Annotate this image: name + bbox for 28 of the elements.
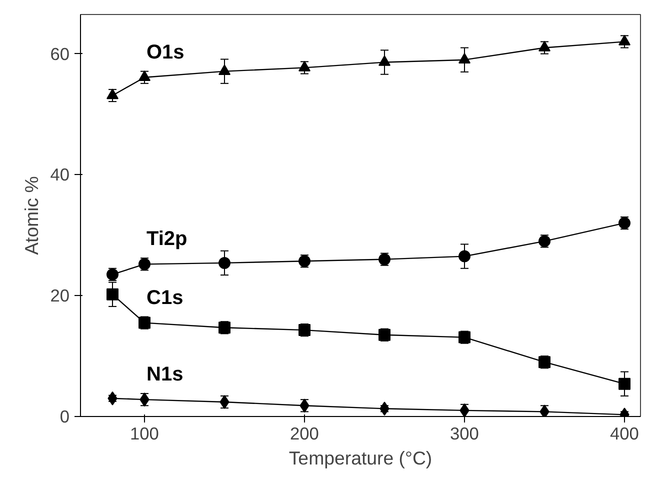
- point: [460, 403, 470, 416]
- y-tick-label: 20: [50, 286, 70, 306]
- point: [618, 34, 630, 46]
- point: [138, 70, 150, 82]
- point: [458, 250, 470, 262]
- point: [378, 55, 390, 66]
- point: [106, 88, 118, 100]
- x-tick-label: 100: [130, 424, 159, 444]
- point: [218, 64, 230, 75]
- y-tick-label: 40: [50, 164, 70, 185]
- x-tick-label: 400: [610, 424, 639, 444]
- x-axis-title: Temperature (°C): [288, 448, 432, 468]
- y-axis-title: Atomic %: [21, 176, 42, 255]
- series-label: N1s: [146, 364, 184, 386]
- y-tick-label: 0: [60, 406, 70, 426]
- point: [298, 60, 310, 72]
- x-tick-label: 200: [290, 424, 319, 444]
- y-tick-label: 60: [50, 44, 70, 64]
- series-label: O1s: [146, 41, 184, 64]
- point: [218, 256, 230, 269]
- x-tick-label: 300: [450, 424, 479, 444]
- point: [106, 288, 118, 300]
- series-label: Ti2p: [146, 228, 188, 250]
- point: [540, 404, 550, 416]
- point: [618, 378, 630, 390]
- point: [538, 40, 550, 52]
- point: [458, 52, 470, 64]
- series-label: C1s: [146, 286, 184, 309]
